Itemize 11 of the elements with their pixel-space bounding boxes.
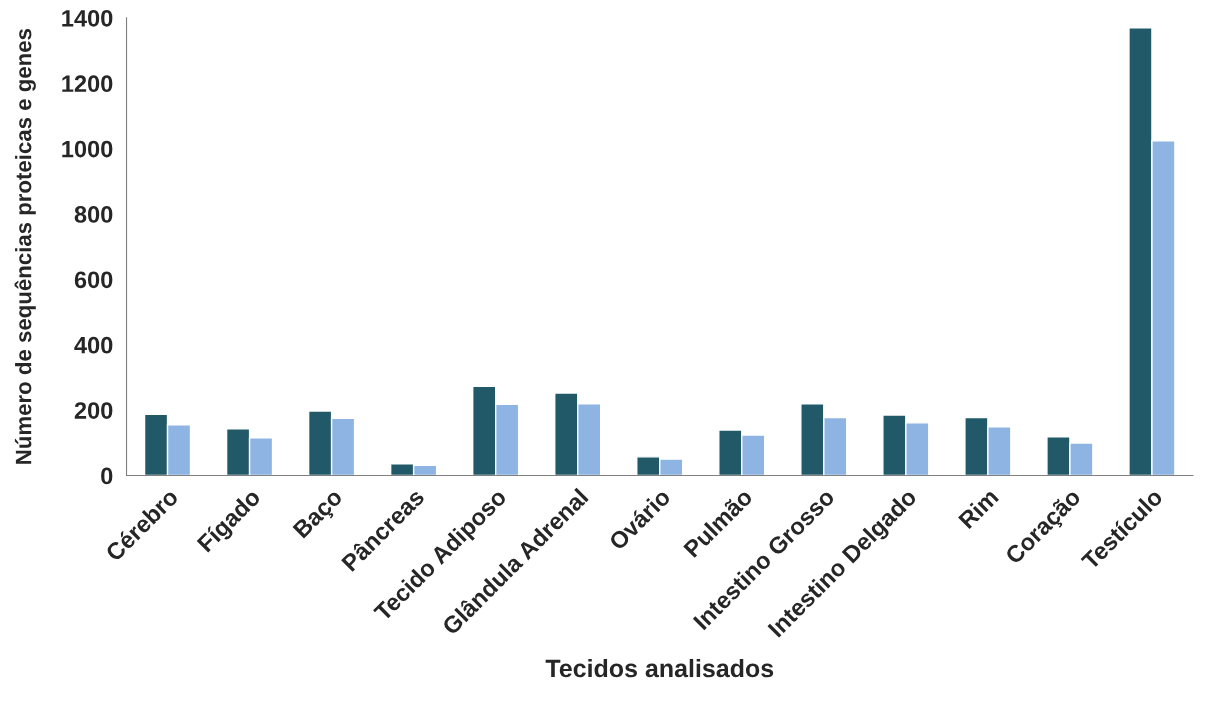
y-tick-label: 800 [74,206,113,223]
y-tick-label: 200 [74,402,113,419]
y-tick-label: 400 [74,336,113,354]
y-tick-label: 1400 [62,9,113,27]
y-tick-label: 0 [101,467,113,485]
y-tick-label: 600 [74,271,113,289]
y-tick-label: 1000 [62,140,113,158]
x-tick-label: Rim [957,487,999,530]
y-tick-label: 1200 [62,75,113,93]
y-axis-title: Número de sequências proteicas e genes [14,28,36,464]
x-axis-title: Tecidos analisados [545,658,774,678]
